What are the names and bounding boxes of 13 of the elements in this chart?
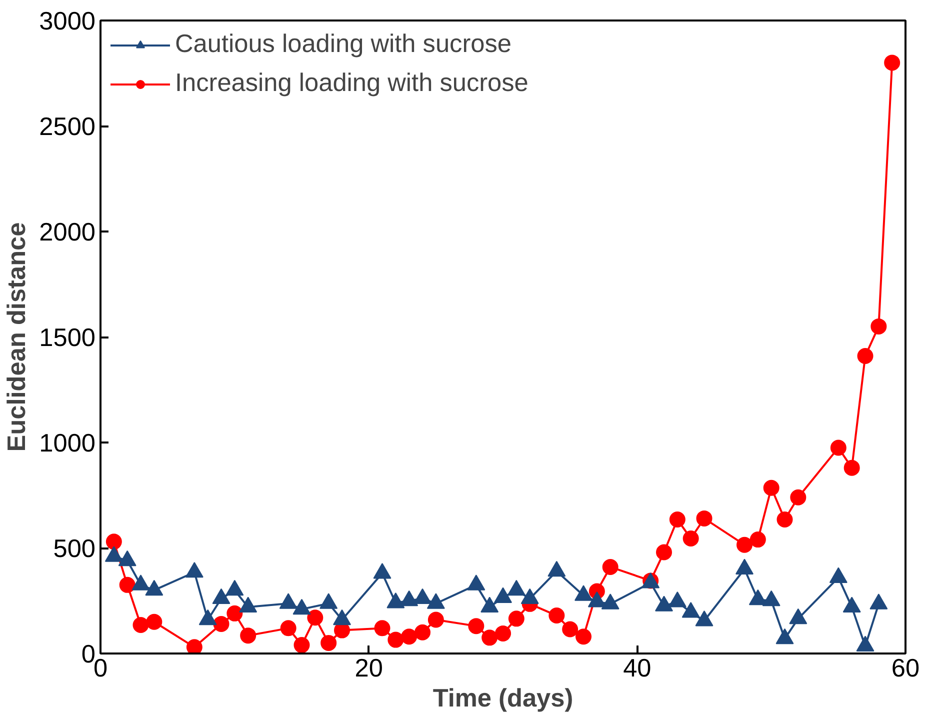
y-tick-label: 1000 [39,430,96,458]
y-tick-label: 500 [53,535,96,563]
y-tick-label: 2000 [39,218,96,246]
y-tick-label: 2500 [39,113,96,141]
x-axis-title: Time (days) [432,684,574,712]
x-tick-label: 20 [354,654,383,682]
legend-label: Increasing loading with sucrose [175,69,528,98]
y-tick-label: 1500 [39,324,96,352]
y-tick-label: 3000 [39,8,96,36]
x-tick-label: 40 [623,654,652,682]
y-axis-title: Euclidean distance [3,222,32,452]
x-tick-label: 60 [891,654,920,682]
legend-label: Cautious loading with sucrose [175,30,512,59]
